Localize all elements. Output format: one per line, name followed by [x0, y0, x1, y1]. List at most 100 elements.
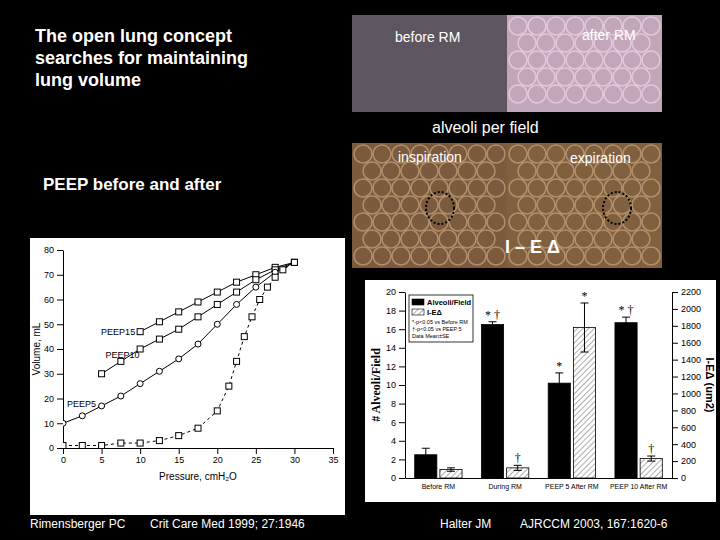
photo-texture	[623, 85, 641, 103]
marker	[226, 383, 232, 389]
tick-label: 15	[174, 455, 184, 465]
tick-label: 20	[213, 455, 223, 465]
tick-mark	[217, 448, 218, 454]
photo-texture	[613, 230, 631, 248]
y2-axis-title: I-EΔ (um2)	[704, 358, 716, 413]
error-bar	[647, 456, 655, 461]
marker	[214, 321, 220, 327]
marker	[234, 279, 240, 285]
tick: 60	[44, 295, 63, 305]
citation: Rimensberger PC	[30, 517, 126, 531]
photo-texture	[401, 196, 419, 214]
marker	[156, 438, 162, 444]
photo-texture	[575, 230, 593, 248]
tick-mark	[672, 326, 678, 327]
tick-mark	[399, 478, 405, 479]
tick-mark	[399, 441, 405, 442]
slide-title: lung volume	[35, 70, 141, 90]
curve	[63, 262, 294, 423]
tick-label: Before RM	[422, 483, 456, 490]
tick-label: 20	[386, 287, 396, 297]
tick: 8	[391, 399, 405, 409]
axis-line	[64, 448, 334, 449]
marker	[272, 274, 278, 280]
tick: 20	[213, 448, 223, 465]
photo-texture	[373, 145, 391, 163]
photo-texture	[547, 85, 565, 103]
tick-mark	[672, 410, 678, 411]
tick: During RM	[488, 478, 522, 491]
tick-label: 0	[391, 473, 396, 483]
tick: 14	[386, 343, 405, 353]
tick: 70	[44, 270, 63, 280]
photo-texture	[382, 230, 400, 248]
photo-texture	[623, 247, 641, 265]
tick-label: 30	[290, 455, 300, 465]
photo-texture	[477, 230, 495, 248]
error-bar	[422, 448, 430, 461]
photo-texture	[392, 247, 410, 265]
marker	[257, 297, 263, 303]
citation: AJRCCM 2003, 167:1620-6	[520, 517, 668, 531]
tick: PEEP 10 After RM	[610, 478, 668, 490]
marker	[156, 319, 162, 325]
tick: 0	[49, 443, 63, 453]
significance-mark: *	[556, 359, 562, 373]
photo-texture	[604, 179, 622, 197]
significance-mark: *	[581, 289, 587, 303]
tick-label: 16	[386, 325, 396, 335]
error-cap	[489, 327, 497, 328]
tick-label: 0	[681, 473, 686, 483]
photo-texture	[509, 85, 527, 103]
tick-label: PEEP 5 After RM	[545, 483, 599, 490]
photo-texture	[566, 179, 584, 197]
legend: Alveoli/FieldI-EΔ*-p<0.05 vs Before RM†-…	[409, 295, 473, 342]
tick-mark	[399, 348, 405, 349]
photo-texture	[518, 162, 536, 180]
tick-mark	[333, 448, 334, 454]
photo-label: expiration	[570, 150, 631, 166]
marker	[234, 289, 240, 295]
slide-subtitle: PEEP before and after	[43, 175, 222, 194]
error-cap	[580, 352, 588, 353]
photo-texture	[468, 179, 486, 197]
photo-half	[352, 15, 507, 112]
error-cap	[447, 471, 455, 472]
tick-label: 2200	[681, 287, 701, 297]
photo-texture	[363, 196, 381, 214]
photo-texture	[547, 51, 565, 69]
marker	[118, 393, 124, 399]
photo-texture	[632, 196, 650, 214]
photo-texture	[518, 196, 536, 214]
tick-label: 1200	[681, 372, 701, 382]
tick-label: 600	[681, 423, 696, 433]
tick: 800	[672, 406, 696, 416]
slide-title: searches for maintaining	[35, 48, 248, 68]
tick-mark	[57, 423, 63, 424]
photo-texture	[528, 51, 546, 69]
tick-mark	[399, 311, 405, 312]
photo-texture	[575, 196, 593, 214]
chart-pressure-volume: 0510152025303501020304050607080Pressure,…	[30, 238, 345, 515]
marker	[195, 299, 201, 305]
chart-panel	[30, 238, 345, 515]
error-cap	[555, 393, 563, 394]
photo-texture	[392, 179, 410, 197]
tick-mark	[399, 366, 405, 367]
photo-texture	[556, 196, 574, 214]
series-label: PEEP15	[101, 327, 135, 337]
tick: 35	[328, 448, 338, 465]
photo-texture	[547, 17, 565, 35]
x-axis: 05101520253035	[61, 448, 339, 465]
marker	[249, 314, 255, 320]
marker	[176, 356, 182, 362]
photo-texture	[458, 230, 476, 248]
tick-label: 4	[391, 436, 396, 446]
photo-label: after RM	[582, 27, 636, 43]
tick-mark	[672, 360, 678, 361]
tick-label: 20	[44, 394, 54, 404]
tick-mark	[57, 448, 63, 449]
photo-texture	[373, 213, 391, 231]
slide-title: The open lung concept	[35, 26, 232, 46]
tick-label: 1800	[681, 321, 701, 331]
